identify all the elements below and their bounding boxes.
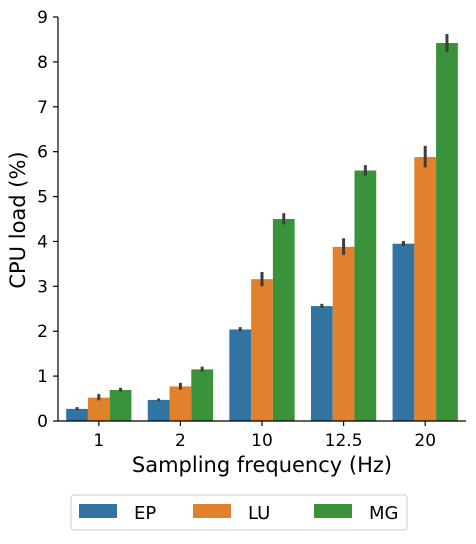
legend-swatch-mg <box>314 504 352 518</box>
bar-mg-20 <box>436 43 458 422</box>
y-tick-label: 9 <box>37 8 48 28</box>
legend-label-mg: MG <box>369 503 398 524</box>
x-axis-label: Sampling frequency (Hz) <box>132 453 392 477</box>
x-tick-label: 10 <box>251 431 273 451</box>
y-tick-label: 2 <box>37 322 48 342</box>
y-tick-label: 6 <box>37 143 48 163</box>
error-bars-group <box>75 34 449 411</box>
bars-group <box>66 43 458 422</box>
y-tick-label: 5 <box>37 188 48 208</box>
x-tick-label: 1 <box>93 431 104 451</box>
bar-lu-1 <box>87 397 110 421</box>
y-tick-label: 4 <box>37 232 48 252</box>
legend-label-ep: EP <box>134 503 156 524</box>
legend: EP LU MG <box>70 494 408 531</box>
x-tick-label: 2 <box>175 431 186 451</box>
y-axis-label: CPU load (%) <box>6 151 30 288</box>
x-tick-label: 20 <box>414 431 436 451</box>
bar-ep-10 <box>229 329 252 421</box>
y-tick-label: 0 <box>37 412 48 432</box>
bar-mg-12.5 <box>354 170 377 421</box>
bar-lu-2 <box>169 386 192 421</box>
bar-ep-2 <box>147 399 170 421</box>
bar-ep-1 <box>66 408 88 421</box>
y-tick-label: 8 <box>37 53 48 73</box>
bar-mg-2 <box>191 369 214 421</box>
axes-group: 0 1 2 3 4 5 6 7 8 9 1 2 10 12.5 20 <box>37 8 466 451</box>
legend-frame <box>70 494 408 531</box>
bar-ep-20 <box>392 243 415 421</box>
legend-swatch-lu <box>193 504 231 518</box>
bar-lu-10 <box>251 279 273 421</box>
y-tick-label: 3 <box>37 277 48 297</box>
bar-mg-1 <box>109 390 132 421</box>
bar-lu-20 <box>414 157 437 421</box>
bar-ep-12.5 <box>310 306 333 421</box>
x-tick-label: 12.5 <box>325 431 363 451</box>
legend-label-lu: LU <box>248 503 270 524</box>
legend-swatch-ep <box>79 504 117 518</box>
bar-lu-12.5 <box>332 246 355 421</box>
bar-mg-10 <box>272 219 295 421</box>
y-tick-label: 1 <box>37 367 48 387</box>
y-tick-label: 7 <box>37 98 48 118</box>
